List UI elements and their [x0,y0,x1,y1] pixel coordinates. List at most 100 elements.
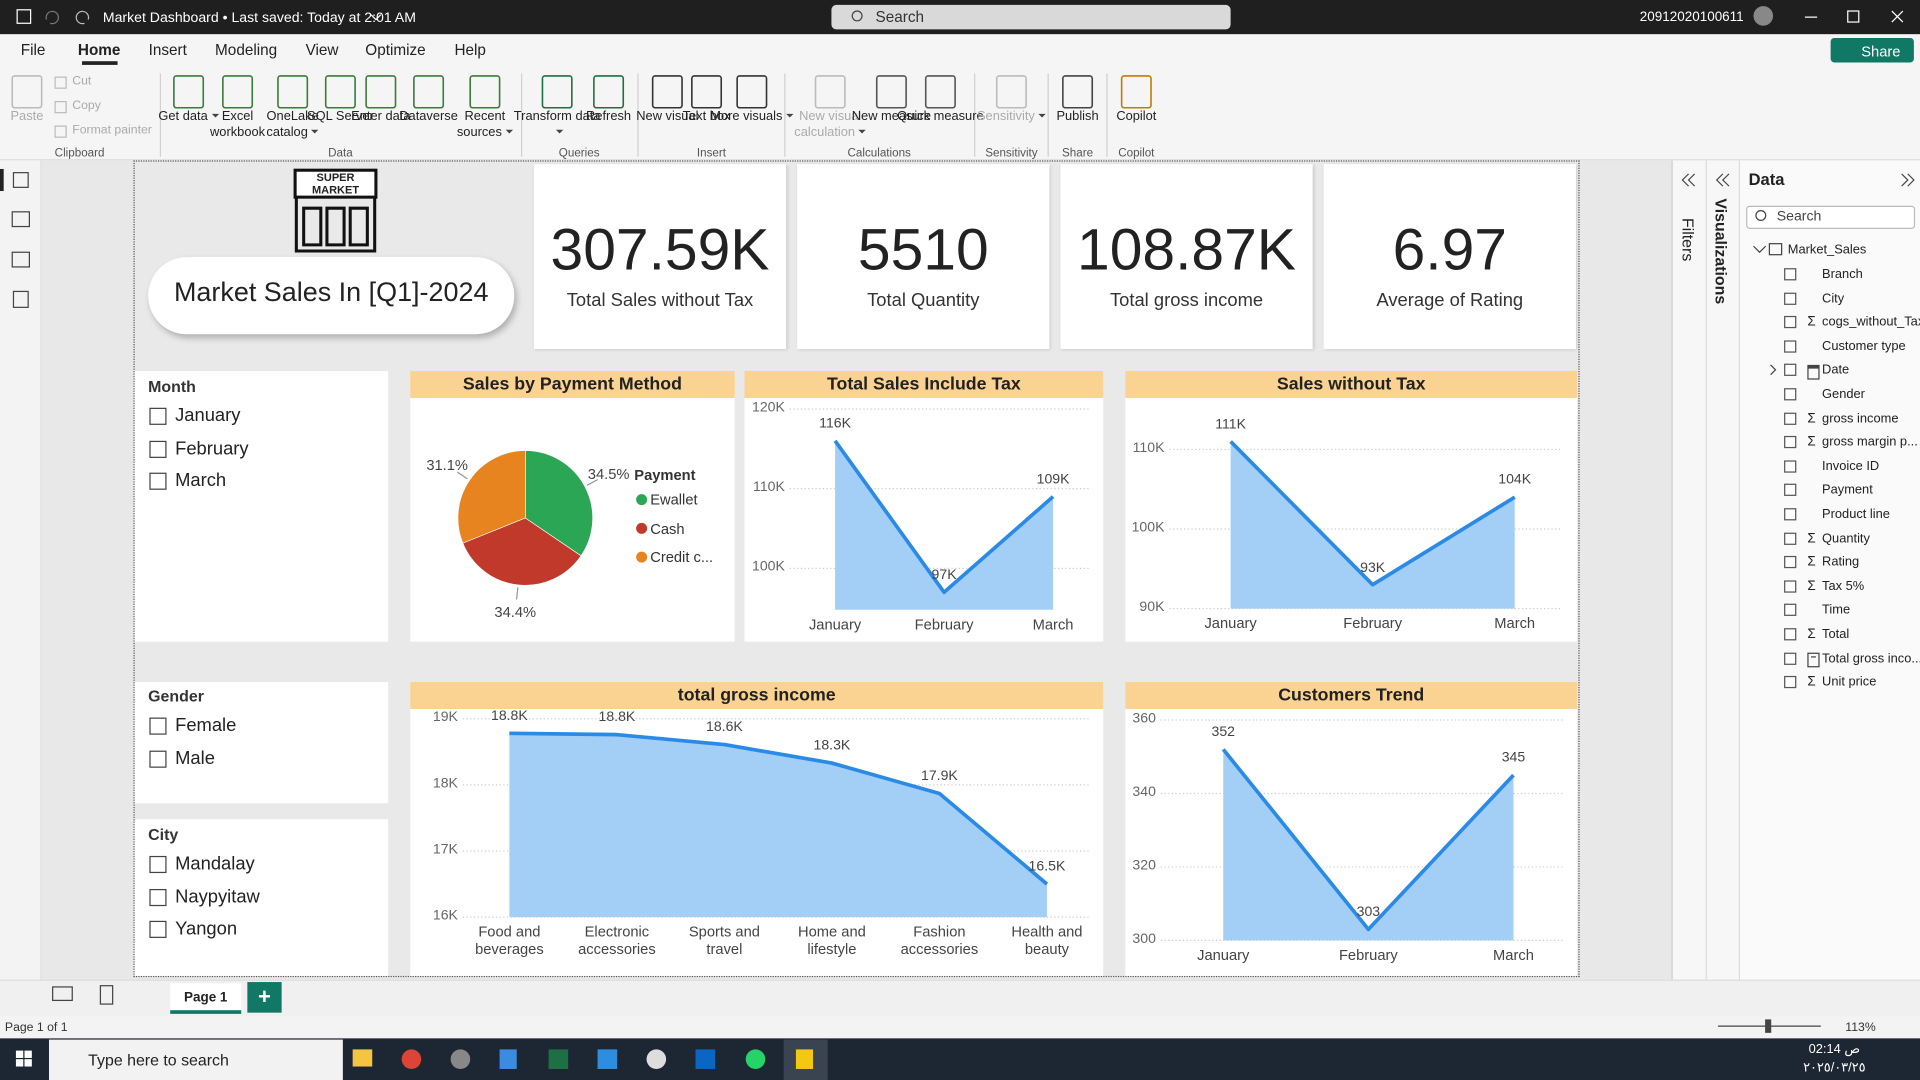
field-checkbox[interactable] [1784,388,1796,400]
slicer-checkbox[interactable] [149,921,166,938]
field[interactable]: Date [1822,363,1849,378]
slicer-item[interactable]: Mandalay [175,853,255,874]
field[interactable]: Unit price [1822,675,1876,690]
search-placeholder[interactable]: Search [876,9,925,26]
field-checkbox[interactable] [1784,556,1796,568]
field-checkbox[interactable] [1784,676,1796,688]
pane-label[interactable]: Visualizations [1712,198,1730,304]
field[interactable]: Total gross inco... [1822,651,1920,666]
ribbon-button[interactable]: More visuals [708,109,796,125]
y-tick-label: 18K [404,776,458,791]
field-checkbox[interactable] [1784,316,1796,328]
slicer-title: Gender [148,687,204,705]
field[interactable]: gross income [1822,411,1898,426]
ribbon-button[interactable]: Cut [72,75,91,88]
y-tick-label: 340 [1102,785,1156,800]
field[interactable]: Rating [1822,555,1859,570]
legend-title: Payment [634,467,695,484]
field[interactable]: Quantity [1822,531,1870,546]
slicer-checkbox[interactable] [149,750,166,767]
y-tick-label: 16K [404,909,458,924]
slicer-checkbox[interactable] [149,440,166,457]
x-tick-label: Fashion accessories [890,923,988,957]
field-checkbox[interactable] [1784,292,1796,304]
table-name[interactable]: Market_Sales [1788,242,1867,257]
x-tick-label: March [1464,947,1562,964]
slicer-item[interactable]: Female [175,715,236,736]
ribbon-group-label: Clipboard [24,147,134,160]
data-search-box[interactable] [1746,206,1915,229]
field[interactable]: cogs_without_Tax [1822,315,1920,330]
field-checkbox[interactable] [1784,532,1796,544]
field[interactable]: Customer type [1822,339,1906,354]
field-checkbox[interactable] [1784,484,1796,496]
slicer-checkbox[interactable] [149,473,166,490]
field[interactable]: Product line [1822,507,1890,522]
slicer-item[interactable]: Naypyitaw [175,886,260,907]
field-checkbox[interactable] [1784,652,1796,664]
ribbon-group-label: Data [285,147,395,160]
ribbon-button[interactable]: Copy [72,99,101,112]
ribbon-group-label: Copilot [1081,147,1191,160]
window-title: Market Dashboard • Last saved: Today at … [103,11,416,26]
data-label: 34.5% [578,465,639,482]
data-label: 18.3K [795,739,868,754]
field-checkbox[interactable] [1784,340,1796,352]
field-checkbox[interactable] [1784,268,1796,280]
slicer-item[interactable]: March [175,470,226,491]
data-label: 18.6K [688,720,761,735]
data-search[interactable]: Search [1777,209,1822,224]
chart-title: Sales without Tax [1125,375,1577,395]
y-tick-label: 110K [731,480,785,495]
pane-label[interactable]: Filters [1679,218,1697,261]
ribbon-button[interactable]: Copilot [1092,109,1180,125]
taskbar-search-text[interactable]: Type here to search [88,1051,229,1069]
slicer-checkbox[interactable] [149,888,166,905]
nav-active [0,169,4,191]
zoom-level[interactable]: 113% [1845,1021,1875,1034]
field-checkbox[interactable] [1784,628,1796,640]
field-checkbox[interactable] [1784,508,1796,520]
field-checkbox[interactable] [1784,364,1796,376]
field[interactable]: gross margin p... [1822,435,1918,450]
page-bar [0,980,1920,1017]
field-checkbox[interactable] [1784,580,1796,592]
field[interactable]: City [1822,291,1844,306]
slicer-checkbox[interactable] [149,718,166,735]
slicer-checkbox[interactable] [149,856,166,873]
ribbon-button[interactable]: Format painter [72,124,152,137]
y-tick-label: 360 [1102,711,1156,726]
slicer [135,371,388,642]
field[interactable]: Gender [1822,387,1865,402]
field[interactable]: Tax 5% [1822,579,1864,594]
y-tick-label: 17K [404,842,458,857]
slicer-item[interactable]: January [175,405,240,426]
chart-panel [744,371,1103,642]
slicer-item[interactable]: February [175,438,249,459]
field-checkbox[interactable] [1784,412,1796,424]
share-label[interactable]: Share [1861,43,1900,60]
slicer-checkbox[interactable] [149,408,166,425]
field-checkbox[interactable] [1784,460,1796,472]
slicer-item[interactable]: Yangon [175,918,237,939]
x-tick-label: February [895,616,993,633]
field[interactable]: Payment [1822,483,1873,498]
field-checkbox[interactable] [1784,436,1796,448]
report-title: Market Sales In [Q1]-2024 [148,277,514,309]
slicer-item[interactable]: Male [175,748,215,769]
field[interactable]: Total [1822,627,1849,642]
ribbon-button[interactable]: Paste [0,109,71,125]
field[interactable]: Time [1822,603,1850,618]
x-tick-label: Health and beauty [998,923,1096,957]
legend-item: Credit c... [650,549,713,566]
field[interactable]: Branch [1822,267,1863,282]
slicer-title: Month [148,377,196,395]
menu-tab[interactable]: Help [421,42,519,59]
add-page-button[interactable]: + [247,982,281,1013]
field-checkbox[interactable] [1784,604,1796,616]
page-tab-label[interactable]: Page 1 [170,991,241,1006]
left-nav [0,160,42,979]
kpi-value: 307.59K [534,217,786,284]
field[interactable]: Invoice ID [1822,459,1879,474]
